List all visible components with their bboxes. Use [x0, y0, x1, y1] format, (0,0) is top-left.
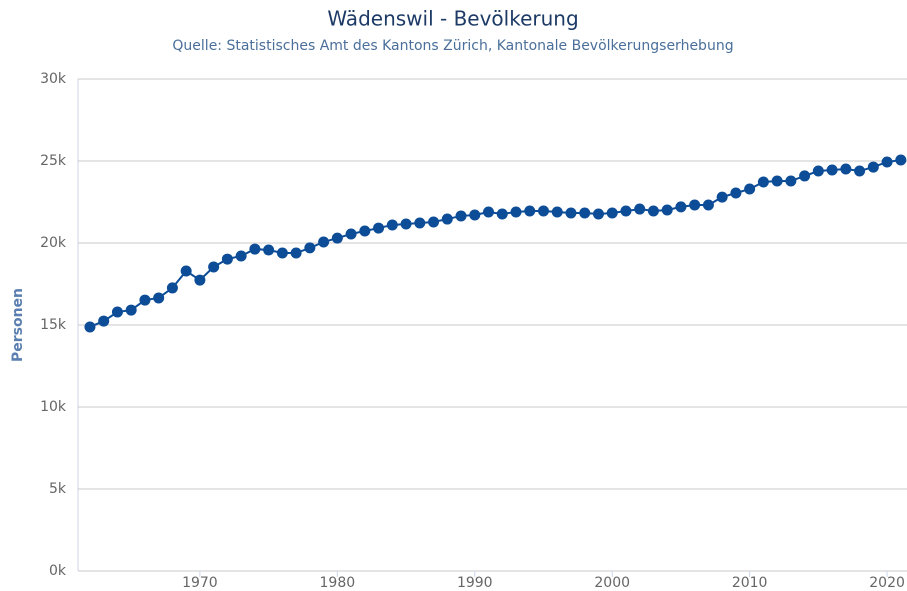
marker	[318, 236, 330, 248]
x-tick-label: 2020	[869, 575, 905, 591]
marker	[428, 216, 440, 228]
y-axis-label: Personen	[10, 288, 26, 362]
marker	[180, 265, 192, 277]
x-tick-label: 1990	[457, 575, 493, 591]
marker	[483, 206, 495, 218]
marker	[263, 244, 275, 256]
marker	[634, 203, 646, 215]
marker	[510, 206, 522, 218]
marker	[716, 191, 728, 203]
marker	[166, 282, 178, 294]
marker	[208, 261, 220, 273]
y-tick-label: 30k	[40, 71, 67, 87]
x-tick-label: 1970	[182, 575, 218, 591]
marker	[854, 165, 866, 177]
marker	[221, 253, 233, 265]
marker	[579, 207, 591, 219]
chart-title: Wädenswil - Bevölkerung	[327, 7, 578, 31]
marker	[524, 205, 536, 217]
marker	[194, 274, 206, 286]
chart-subtitle: Quelle: Statistisches Amt des Kantons Zü…	[172, 38, 733, 54]
marker	[455, 210, 467, 222]
marker	[249, 243, 261, 255]
marker	[98, 315, 110, 327]
marker	[730, 187, 742, 199]
marker	[345, 228, 357, 240]
marker	[551, 206, 563, 218]
marker	[785, 175, 797, 187]
marker	[592, 208, 604, 220]
marker	[304, 242, 316, 254]
marker	[400, 218, 412, 230]
marker	[565, 207, 577, 219]
marker	[414, 217, 426, 229]
marker	[276, 247, 288, 259]
marker	[647, 205, 659, 217]
marker	[799, 170, 811, 182]
marker	[290, 247, 302, 259]
marker	[606, 207, 618, 219]
marker	[111, 306, 123, 318]
marker	[386, 219, 398, 231]
marker	[867, 161, 879, 173]
marker	[359, 225, 371, 237]
marker	[139, 294, 151, 306]
marker	[702, 199, 714, 211]
marker	[744, 183, 756, 195]
marker	[826, 164, 838, 176]
marker	[895, 154, 907, 166]
marker	[84, 321, 96, 333]
marker	[771, 175, 783, 187]
y-tick-label: 5k	[49, 481, 67, 497]
marker	[331, 232, 343, 244]
marker	[840, 163, 852, 175]
marker	[689, 199, 701, 211]
marker	[537, 205, 549, 217]
marker	[469, 209, 481, 221]
y-tick-label: 15k	[40, 317, 67, 333]
marker	[661, 204, 673, 216]
y-tick-label: 25k	[40, 153, 67, 169]
marker	[496, 208, 508, 220]
marker	[757, 176, 769, 188]
y-tick-label: 0k	[49, 563, 67, 579]
marker	[881, 156, 893, 168]
marker	[620, 205, 632, 217]
y-tick-label: 10k	[40, 399, 67, 415]
marker	[441, 213, 453, 225]
x-tick-label: 1980	[320, 575, 356, 591]
marker	[675, 201, 687, 213]
marker	[125, 304, 137, 316]
marker	[235, 250, 247, 262]
marker	[373, 222, 385, 234]
y-tick-label: 20k	[40, 235, 67, 251]
x-tick-label: 2010	[732, 575, 768, 591]
x-tick-label: 2000	[594, 575, 630, 591]
marker	[153, 292, 165, 304]
marker	[812, 165, 824, 177]
